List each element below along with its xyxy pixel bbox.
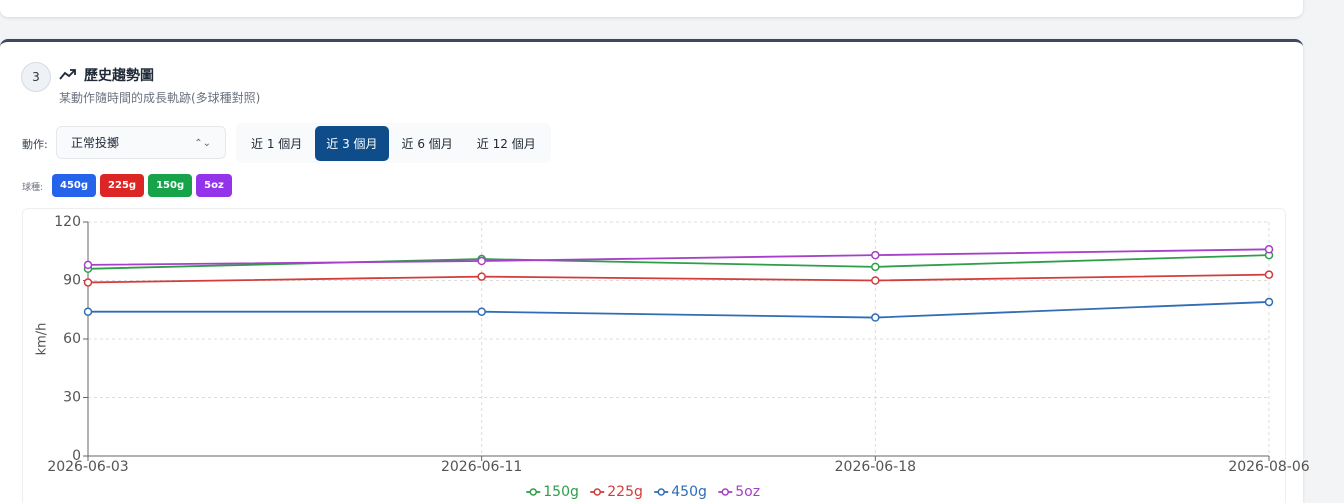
section-number: 3	[21, 62, 51, 92]
data-point	[871, 276, 880, 285]
data-point	[83, 260, 93, 270]
series-line	[87, 248, 1270, 266]
x-tick-label: 2026-06-18	[835, 459, 916, 475]
legend-swatch-point	[529, 488, 537, 496]
previous-card	[0, 0, 1303, 17]
data-point	[871, 250, 880, 260]
data-point	[1264, 245, 1274, 254]
action-select[interactable]: 正常投擲 ⌃⌄	[56, 126, 226, 159]
ball-chip[interactable]: 150g	[148, 174, 193, 197]
legend-label: 5oz	[735, 484, 760, 500]
data-point	[83, 307, 93, 316]
x-tick-label: 2026-08-06	[1228, 459, 1309, 475]
legend-swatch-point	[721, 488, 729, 496]
section-subtitle: 某動作隨時間的成長軌跡(多球種對照)	[59, 91, 261, 105]
ball-label: 球種:	[22, 183, 44, 193]
data-point	[1264, 297, 1274, 307]
data-point	[871, 313, 880, 322]
legend-label: 225g	[607, 484, 643, 500]
legend-label: 150g	[543, 484, 579, 500]
legend-swatch-point	[593, 488, 601, 496]
action-label: 動作:	[22, 138, 48, 151]
ball-chip[interactable]: 5oz	[196, 174, 232, 197]
y-axis-label: km/h	[35, 323, 50, 356]
section-title: 歷史趨勢圖	[84, 68, 154, 84]
y-tick-label: 90	[63, 273, 81, 289]
series-line	[88, 301, 1270, 319]
series-line	[87, 273, 1270, 284]
data-point	[477, 256, 486, 266]
data-point	[477, 307, 486, 316]
y-tick-label: 60	[63, 331, 81, 347]
data-point	[871, 262, 880, 272]
ball-chip[interactable]: 225g	[100, 174, 145, 197]
data-point	[1264, 270, 1274, 279]
range-button[interactable]: 近 12 個月	[476, 136, 536, 151]
range-button[interactable]: 近 3 個月	[315, 125, 389, 161]
y-tick-label: 120	[54, 214, 81, 230]
legend-label: 450g	[671, 484, 707, 500]
range-button[interactable]: 近 1 個月	[251, 136, 303, 151]
ball-chip[interactable]: 450g	[52, 174, 97, 197]
y-tick-label: 0	[72, 448, 81, 464]
ball-chips: 450g 225g 150g 5oz	[52, 174, 232, 197]
series-line	[87, 254, 1270, 270]
chart-box	[22, 208, 1286, 503]
legend-swatch-point	[657, 488, 665, 496]
select-caret: ⌃⌄	[194, 138, 211, 149]
action-value: 正常投擲	[71, 136, 120, 150]
x-tick-label: 2026-06-03	[47, 459, 128, 475]
y-tick-label: 30	[63, 390, 81, 406]
range-button[interactable]: 近 6 個月	[401, 136, 453, 151]
range-group: 近 1 個月近 3 個月近 6 個月 近 12 個月	[236, 123, 551, 163]
x-tick-label: 2026-06-11	[441, 459, 522, 475]
data-point	[83, 278, 93, 287]
trend-icon	[59, 69, 76, 80]
data-point	[477, 272, 486, 281]
